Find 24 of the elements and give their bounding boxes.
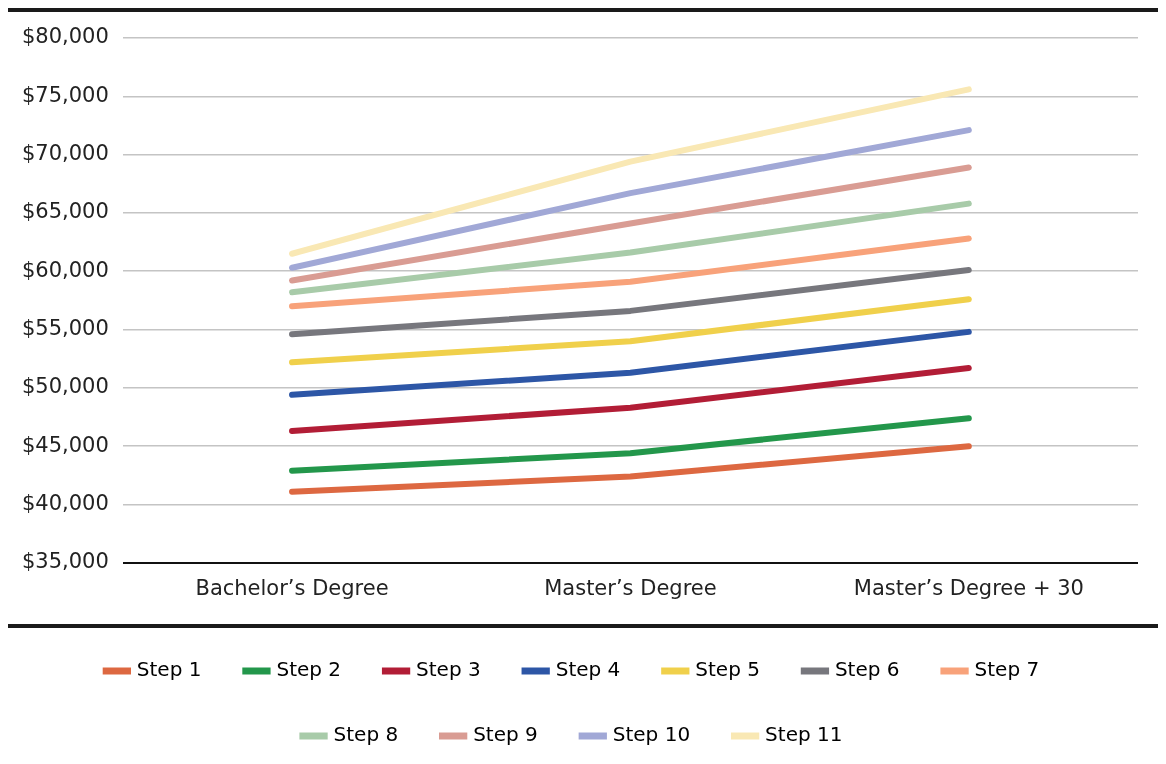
y-tick-label: $65,000 xyxy=(22,199,109,224)
legend-label: Step 4 xyxy=(555,657,621,682)
y-tick-label: $45,000 xyxy=(22,432,109,457)
legend-label: Step 7 xyxy=(974,657,1040,682)
y-tick-label: $80,000 xyxy=(22,24,109,49)
y-tick-label: $55,000 xyxy=(22,316,109,341)
legend-label: Step 3 xyxy=(416,657,481,682)
legend-label: Step 9 xyxy=(473,722,538,747)
y-tick-label: $60,000 xyxy=(22,257,109,282)
y-tick-label: $70,000 xyxy=(22,141,109,166)
x-tick-label: Bachelor’s Degree xyxy=(195,575,389,600)
x-tick-label: Master’s Degree + 30 xyxy=(853,575,1084,600)
legend-label: Step 5 xyxy=(695,657,760,682)
legend-label: Step 8 xyxy=(333,722,399,747)
y-tick-label: $40,000 xyxy=(22,490,109,515)
legend-label: Step 6 xyxy=(834,657,900,682)
legend-label: Step 1 xyxy=(136,657,202,682)
y-tick-label: $35,000 xyxy=(22,549,109,574)
legend-label: Step 10 xyxy=(612,722,691,747)
x-tick-label: Master’s Degree xyxy=(544,575,717,600)
legend-label: Step 11 xyxy=(765,722,843,747)
legend-label: Step 2 xyxy=(276,657,342,682)
y-tick-label: $50,000 xyxy=(22,374,109,399)
y-tick-label: $75,000 xyxy=(22,82,109,107)
